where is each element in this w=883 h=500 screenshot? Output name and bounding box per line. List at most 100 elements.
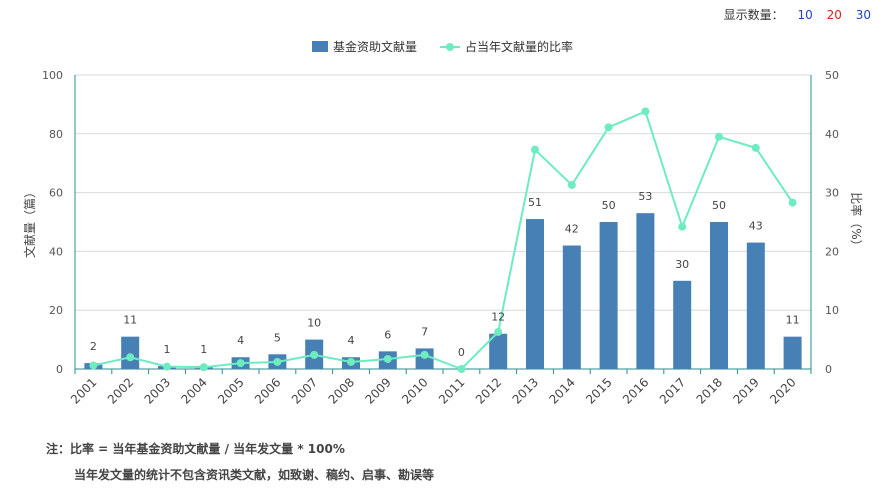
ratio-point-2020[interactable] (788, 198, 797, 207)
ratio-point-2017[interactable] (678, 222, 687, 231)
x-tick-label: 2014 (546, 375, 577, 406)
ratio-point-2015[interactable] (604, 123, 613, 132)
display-count-option-10[interactable]: 10 (797, 8, 813, 22)
bar-value-label: 1 (164, 343, 171, 356)
ratio-point-2004[interactable] (199, 363, 208, 372)
ratio-point-2016[interactable] (641, 107, 650, 116)
y-tick-label: 20 (49, 304, 63, 317)
bar-2019[interactable] (746, 242, 765, 369)
bar-2015[interactable] (599, 222, 618, 369)
grid-lines (75, 74, 811, 370)
x-tick-label: 2010 (399, 375, 430, 406)
display-count-selector: 显示数量： 10 20 30 (724, 6, 871, 23)
bar-2002[interactable] (121, 336, 140, 369)
ratio-point-2014[interactable] (567, 180, 576, 189)
bar-value-label: 6 (384, 328, 391, 341)
x-tick-label: 2002 (105, 375, 136, 406)
ratio-point-2008[interactable] (347, 357, 355, 366)
bar-value-label: 51 (528, 196, 542, 209)
y2-tick-label: 30 (825, 187, 839, 200)
legend: 基金资助文献量 占当年文献量的比率 (312, 39, 573, 54)
bar-value-label: 0 (458, 346, 465, 359)
bar-value-label: 50 (602, 199, 616, 212)
x-tick-label: 2019 (730, 375, 761, 406)
x-tick-label: 2015 (583, 375, 614, 406)
y-tick-label: 80 (49, 128, 63, 141)
bar-value-label: 5 (274, 331, 281, 344)
x-tick-label: 2018 (694, 375, 725, 406)
x-tick-label: 2001 (68, 375, 99, 406)
ratio-point-2005[interactable] (236, 359, 245, 368)
bar-value-label: 43 (749, 220, 763, 233)
y-tick-label: 40 (49, 245, 63, 258)
x-tick-label: 2009 (362, 375, 393, 406)
note-exclusions: 当年发文量的统计不包含资讯类文献，如致谢、稿约、启事、勘误等 (74, 468, 435, 482)
ratio-line (93, 110, 794, 371)
bar-value-label: 2 (90, 340, 97, 353)
x-tick-label: 2020 (767, 375, 798, 406)
x-tick-label: 2005 (215, 375, 246, 406)
bar-value-label: 50 (712, 199, 726, 212)
x-tick-label: 2013 (510, 375, 541, 406)
y-tick-label: 60 (49, 187, 63, 200)
bar-value-label: 53 (638, 190, 652, 203)
display-count-option-30[interactable]: 30 (855, 8, 871, 22)
ratio-point-2010[interactable] (420, 350, 429, 359)
y2-tick-label: 40 (825, 128, 839, 141)
display-count-option-20[interactable]: 20 (826, 8, 842, 22)
ratio-point-2007[interactable] (310, 350, 319, 359)
bar-value-label: 11 (123, 314, 137, 327)
ratio-point-2002[interactable] (126, 353, 135, 362)
legend-line-label[interactable]: 占当年文献量的比率 (465, 39, 573, 54)
line-series (89, 107, 797, 373)
ratio-point-2019[interactable] (751, 143, 760, 152)
bar-value-label: 10 (307, 317, 321, 330)
ratio-point-2003[interactable] (163, 362, 171, 371)
bar-2012[interactable] (489, 333, 508, 369)
legend-bar-label[interactable]: 基金资助文献量 (333, 39, 417, 54)
ratio-point-2001[interactable] (89, 361, 98, 370)
bar-2014[interactable] (562, 245, 581, 369)
y-tick-label: 0 (56, 363, 63, 376)
bar-2013[interactable] (526, 219, 544, 369)
x-tick-label: 2012 (473, 375, 504, 406)
x-tick-label: 2008 (326, 375, 357, 406)
y-axis-title: 文献量（篇） (22, 186, 37, 258)
y2-tick-label: 20 (825, 245, 839, 258)
y2-tick-label: 10 (825, 304, 839, 317)
bar-2016[interactable] (636, 213, 655, 369)
bar-value-label: 42 (565, 223, 579, 236)
bar-value-label: 4 (237, 334, 244, 347)
x-tick-label: 2017 (657, 375, 688, 406)
ratio-point-2011[interactable] (457, 365, 466, 373)
display-count-label: 显示数量： (723, 8, 784, 22)
bar-2020[interactable] (783, 336, 802, 369)
bar-series (84, 213, 802, 369)
note-ratio-formula: 注：比率 = 当年基金资助文献量 / 当年发文量 * 100% (46, 442, 345, 456)
ratio-point-2013[interactable] (531, 145, 539, 154)
chart-notes: 注：比率 = 当年基金资助文献量 / 当年发文量 * 100% 当年发文量的统计… (46, 436, 434, 488)
y2-axis-title: 比率（%） (849, 192, 864, 251)
y2-tick-label: 0 (825, 363, 832, 376)
bar-value-label: 4 (348, 334, 355, 347)
legend-line-marker (446, 43, 454, 51)
ratio-point-2018[interactable] (715, 132, 723, 141)
x-tick-label: 2006 (252, 375, 283, 406)
ratio-point-2012[interactable] (494, 327, 503, 336)
bar-value-label: 1 (200, 343, 207, 356)
y2-tick-label: 50 (825, 69, 839, 82)
bar-value-label: 11 (786, 314, 800, 327)
x-tick-label: 2016 (620, 375, 651, 406)
bar-2017[interactable] (673, 280, 692, 369)
x-tick-label: 2011 (436, 375, 467, 406)
bar-value-label: 12 (491, 311, 505, 324)
bar-2018[interactable] (710, 222, 728, 369)
bar-value-label: 30 (675, 258, 689, 271)
ratio-point-2006[interactable] (273, 357, 282, 366)
ratio-point-2009[interactable] (383, 355, 392, 364)
x-tick-label: 2004 (178, 375, 209, 406)
bar-value-label: 7 (421, 325, 428, 338)
